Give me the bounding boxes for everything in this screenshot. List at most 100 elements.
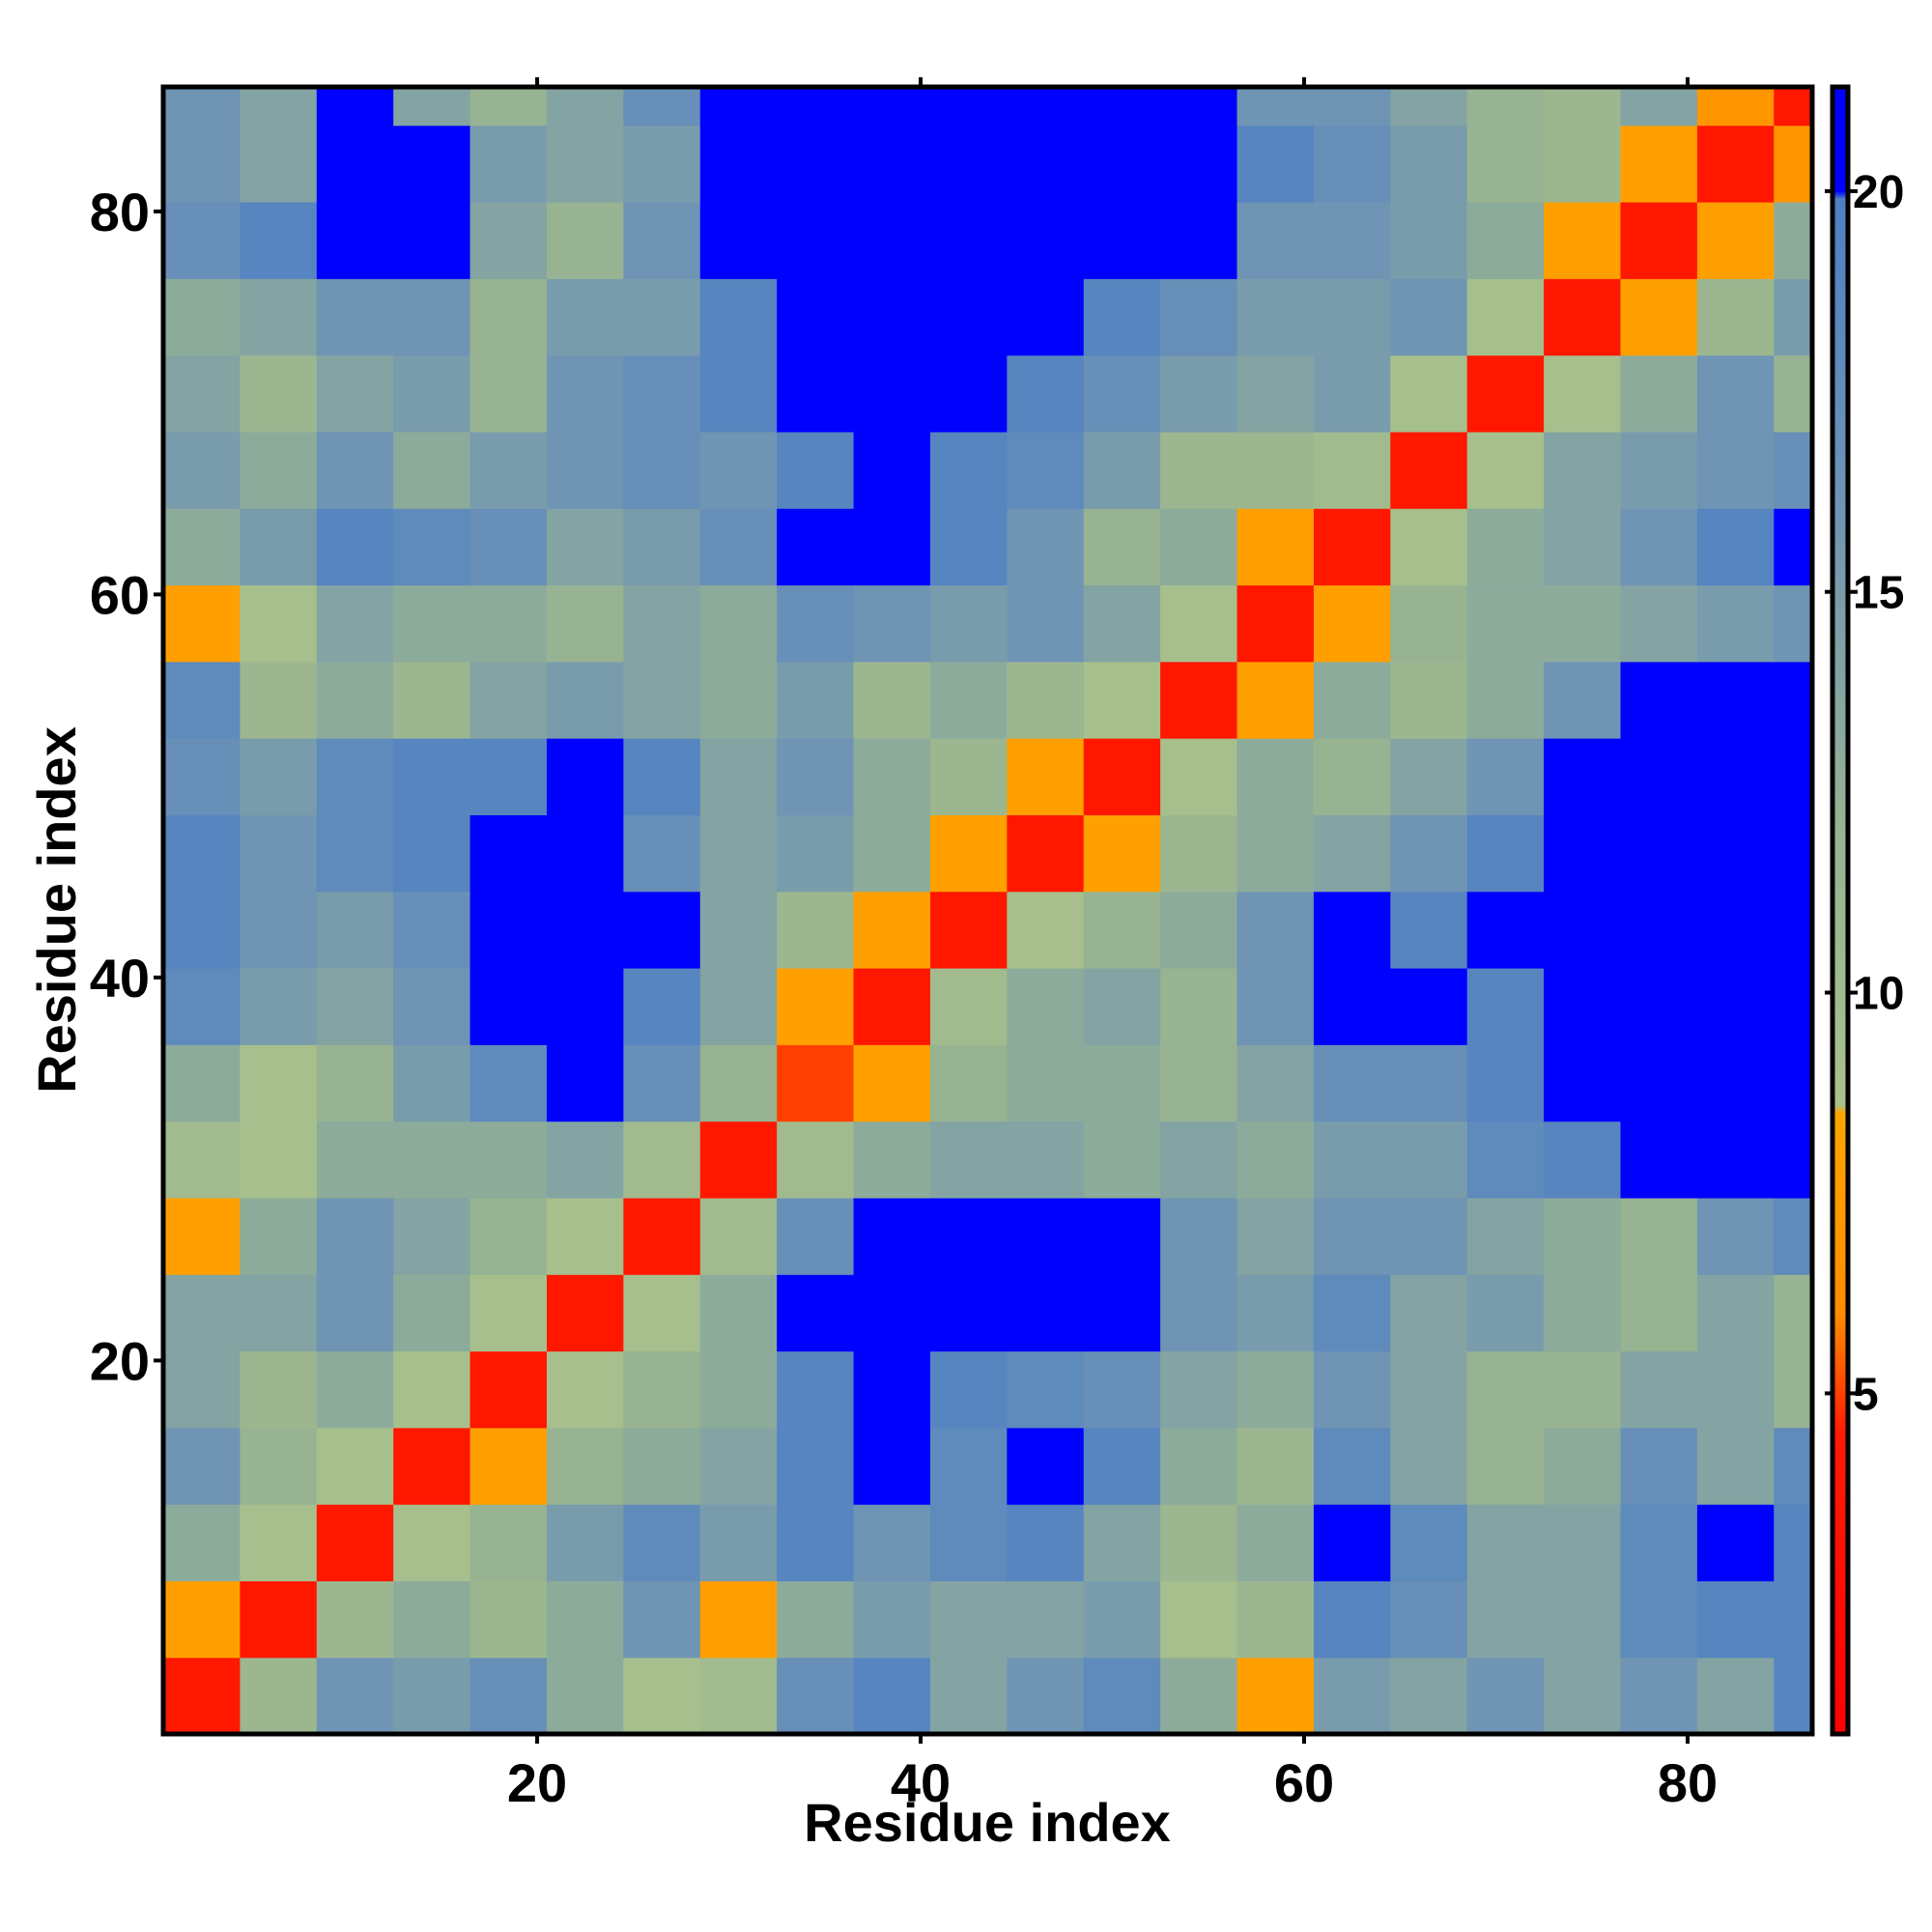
heatmap-cell [1160, 1197, 1238, 1275]
heatmap-cell [1083, 1504, 1161, 1581]
heatmap-cell [1466, 87, 1545, 127]
heatmap-cell [929, 738, 1008, 815]
heatmap-cell [1083, 87, 1161, 127]
heatmap-cell [1083, 738, 1161, 815]
heatmap-cell [1620, 738, 1698, 815]
heatmap-cell [393, 1580, 471, 1659]
heatmap-cell [853, 967, 931, 1045]
y-axis-title: Residue index [26, 726, 87, 1094]
heatmap-cell [1620, 1274, 1698, 1352]
heatmap-cell [163, 1350, 241, 1429]
heatmap-cell [240, 125, 318, 203]
heatmap-cell [853, 278, 931, 356]
heatmap-cell [1007, 1427, 1085, 1505]
heatmap-cell [623, 967, 701, 1045]
heatmap-cell [1160, 1274, 1238, 1352]
heatmap-cell [163, 584, 241, 663]
heatmap-cell [393, 201, 471, 279]
heatmap-cell [1313, 1121, 1391, 1199]
heatmap-cell [1466, 661, 1545, 739]
heatmap-cell [1466, 967, 1545, 1045]
heatmap-cell [240, 738, 318, 815]
heatmap-cell [1160, 201, 1238, 279]
heatmap-cell [1390, 1121, 1468, 1199]
heatmap-cell [393, 508, 471, 586]
heatmap-cell [1007, 891, 1085, 969]
heatmap-cell [1466, 201, 1545, 279]
heatmap-cell [1774, 738, 1813, 815]
x-tick-label: 80 [1658, 1752, 1718, 1813]
heatmap-cell [1620, 508, 1698, 586]
heatmap-cell [1313, 201, 1391, 279]
heatmap-cell [316, 1121, 394, 1199]
heatmap-cell [1160, 1121, 1238, 1199]
heatmap-cell [777, 814, 855, 893]
heatmap-cell [1774, 1350, 1813, 1429]
heatmap-cell [316, 891, 394, 969]
heatmap-cell [546, 1427, 624, 1505]
heatmap-cell [853, 1121, 931, 1199]
heatmap-cell [1696, 1350, 1775, 1429]
heatmap-cell [1007, 87, 1085, 127]
y-tick-label: 20 [90, 1330, 150, 1391]
heatmap-cell [929, 584, 1008, 663]
heatmap-cell [1774, 125, 1813, 203]
heatmap-cell [1696, 814, 1775, 893]
heatmap-cell [240, 1121, 318, 1199]
heatmap-cell [163, 201, 241, 279]
heatmap-cell [1544, 1121, 1622, 1199]
heatmap-cell [1007, 814, 1085, 893]
heatmap-cell [623, 661, 701, 739]
heatmap-cell [469, 431, 548, 509]
heatmap-cell [1160, 738, 1238, 815]
heatmap-cell [1313, 814, 1391, 893]
heatmap-cell [1544, 1580, 1622, 1659]
heatmap-cell [1236, 814, 1315, 893]
heatmap-cell [853, 1197, 931, 1275]
heatmap-cell [546, 891, 624, 969]
heatmap-cell [777, 355, 855, 433]
heatmap-cell [1313, 584, 1391, 663]
heatmap-cell [393, 891, 471, 969]
heatmap-cell [1544, 355, 1622, 433]
heatmap-cell [1390, 1274, 1468, 1352]
heatmap-cell [929, 1657, 1008, 1735]
heatmap-cell [393, 1274, 471, 1352]
heatmap-cell [1390, 584, 1468, 663]
heatmap-cell [1620, 1121, 1698, 1199]
heatmap-cell [469, 1044, 548, 1122]
heatmap-cell [393, 431, 471, 509]
heatmap-cell [1774, 1044, 1813, 1122]
heatmap-cell [1544, 125, 1622, 203]
heatmap-cell [1083, 1197, 1161, 1275]
heatmap-cell [1313, 1350, 1391, 1429]
heatmap-cell [623, 1274, 701, 1352]
heatmap-cell [240, 814, 318, 893]
heatmap-cell [316, 1657, 394, 1735]
heatmap-cell [1313, 1274, 1391, 1352]
heatmap-cell [1774, 1427, 1813, 1505]
heatmap-cell [1007, 1350, 1085, 1429]
heatmap-cell [1696, 1657, 1775, 1735]
heatmap-cell [1390, 508, 1468, 586]
heatmap-cell [929, 278, 1008, 356]
heatmap-cell [1774, 1580, 1813, 1659]
heatmap-cell [316, 738, 394, 815]
heatmap-cell [1620, 1350, 1698, 1429]
heatmap-cell [1390, 201, 1468, 279]
heatmap-cell [929, 1121, 1008, 1199]
heatmap-cell [316, 584, 394, 663]
heatmap-cell [316, 1504, 394, 1581]
plot-frame [160, 84, 1815, 1737]
heatmap-cell [623, 355, 701, 433]
heatmap-cell [1236, 738, 1315, 815]
heatmap-cell [623, 1121, 701, 1199]
heatmap-cell [1083, 355, 1161, 433]
heatmap-cell [853, 1657, 931, 1735]
heatmap-cell [163, 1044, 241, 1122]
heatmap-cell [1696, 125, 1775, 203]
heatmap-cell [163, 1580, 241, 1659]
heatmap-cell [1313, 891, 1391, 969]
heatmap-cell [1007, 431, 1085, 509]
heatmap-cell [316, 201, 394, 279]
